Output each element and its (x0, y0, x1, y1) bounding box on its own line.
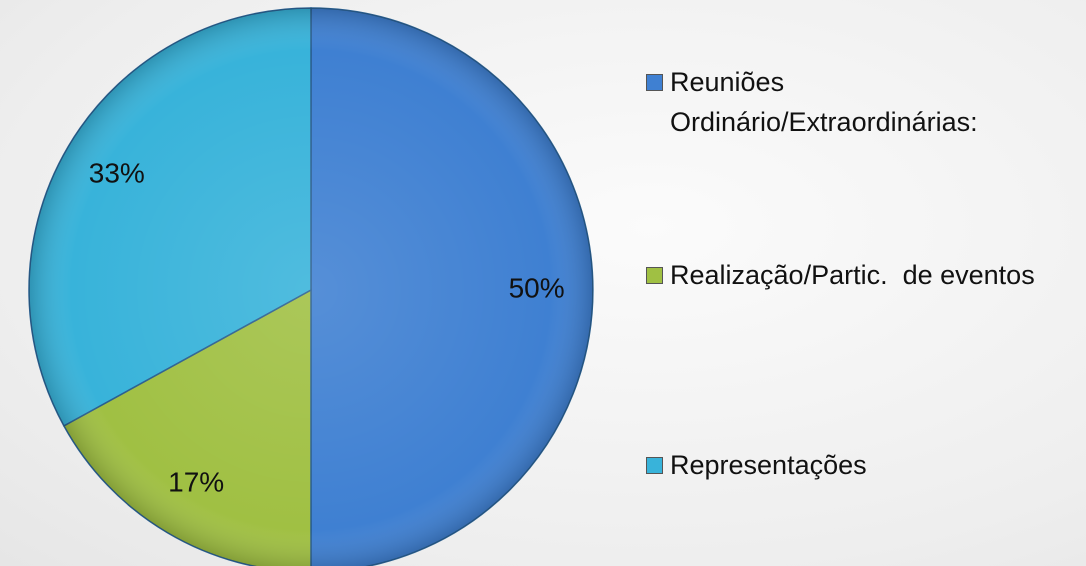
legend-swatch (646, 74, 663, 91)
legend-item: Reuniões Ordinário/Extraordinárias: (646, 62, 1066, 142)
data-label: 50% (509, 272, 565, 303)
legend-label: Reuniões Ordinário/Extraordinárias: (670, 67, 978, 137)
legend-label: Realização/Partic. de eventos (670, 260, 1035, 290)
legend-item: Representações (646, 445, 1066, 485)
data-label: 33% (89, 158, 145, 189)
data-label: 17% (168, 467, 224, 498)
legend-item: Realização/Partic. de eventos (646, 255, 1066, 295)
legend-label: Representações (670, 450, 867, 480)
legend-swatch (646, 267, 663, 284)
legend-swatch (646, 457, 663, 474)
